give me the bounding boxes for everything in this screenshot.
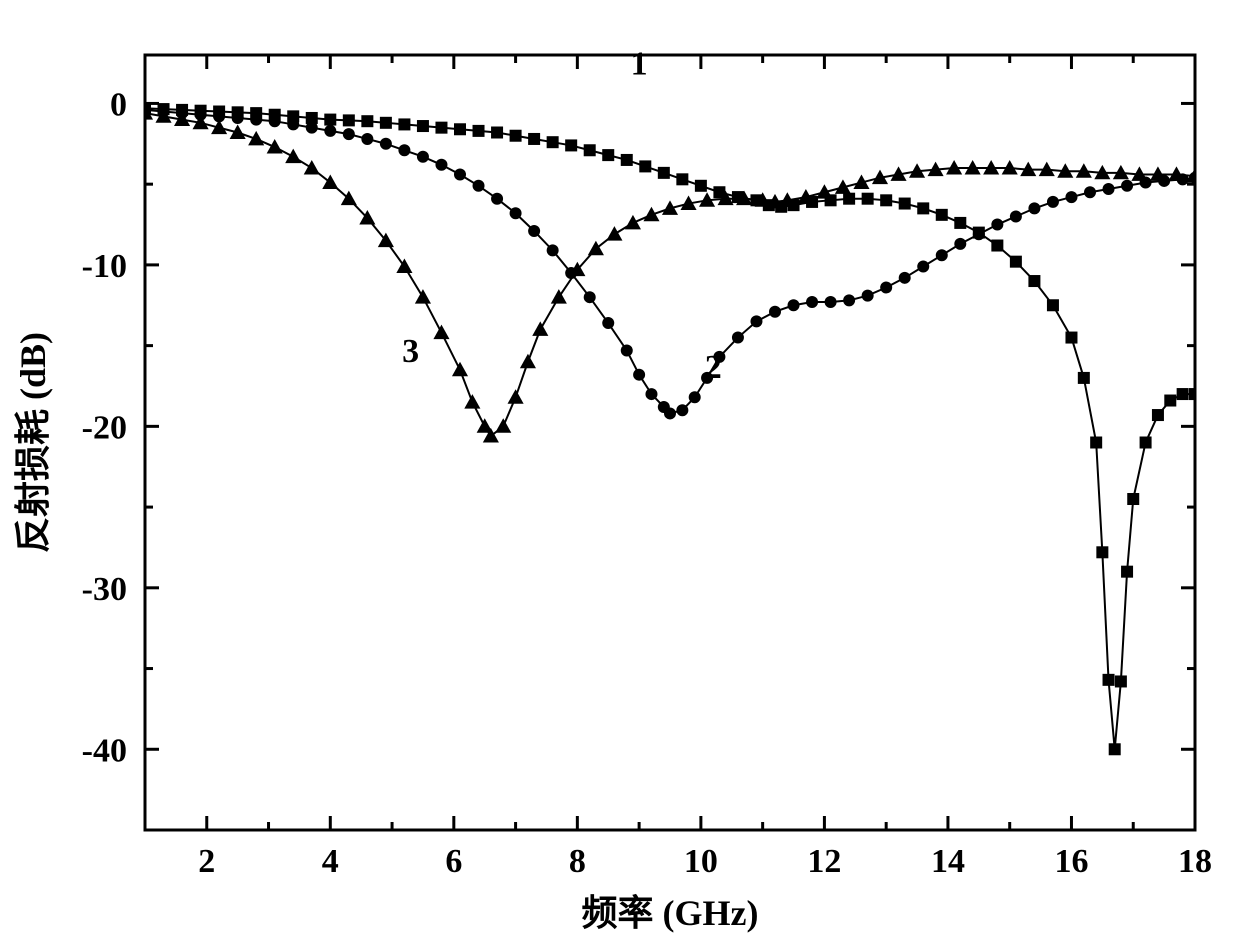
svg-text:12: 12 — [807, 843, 841, 880]
svg-text:18: 18 — [1178, 843, 1212, 880]
svg-text:反射损耗 (dB): 反射损耗 (dB) — [13, 332, 53, 553]
series-label-1: 1 — [631, 45, 648, 82]
svg-text:频率 (GHz): 频率 (GHz) — [582, 893, 759, 933]
svg-text:10: 10 — [684, 843, 718, 880]
svg-text:-20: -20 — [82, 409, 127, 446]
svg-text:4: 4 — [322, 843, 339, 880]
svg-text:6: 6 — [445, 843, 462, 880]
chart-svg: 246810121416180-10-20-30-40频率 (GHz)反射损耗 … — [0, 0, 1240, 947]
svg-text:16: 16 — [1054, 843, 1088, 880]
series-label-3: 3 — [402, 333, 419, 370]
reflection-loss-chart: 246810121416180-10-20-30-40频率 (GHz)反射损耗 … — [0, 0, 1240, 947]
svg-text:-40: -40 — [82, 732, 127, 769]
svg-text:8: 8 — [569, 843, 586, 880]
svg-text:0: 0 — [110, 86, 127, 123]
svg-text:-30: -30 — [82, 571, 127, 608]
svg-text:-10: -10 — [82, 248, 127, 285]
svg-text:14: 14 — [931, 843, 965, 880]
svg-text:2: 2 — [198, 843, 215, 880]
series-label-2: 2 — [705, 349, 722, 386]
